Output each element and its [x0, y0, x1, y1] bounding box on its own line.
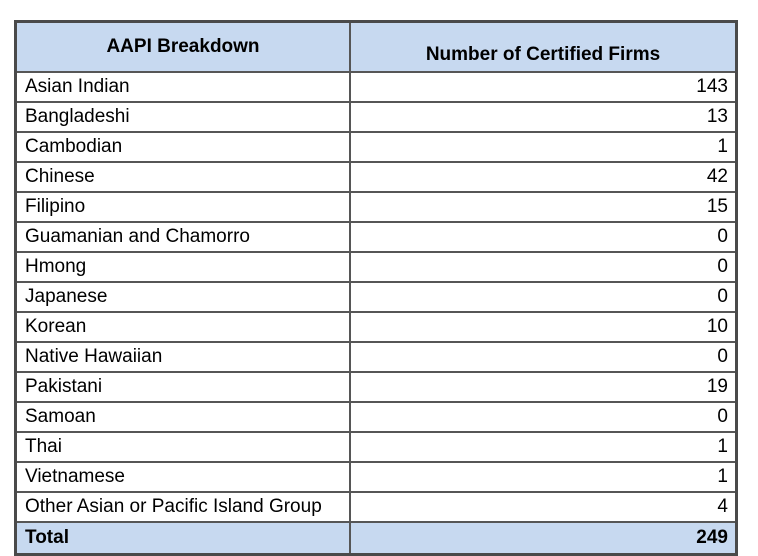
- certified-firms-count-cell: 13: [349, 101, 738, 133]
- total-row: Total 249: [14, 521, 738, 556]
- certified-firms-count-cell: 15: [349, 191, 738, 223]
- header-row: AAPI Breakdown Number of Certified Firms: [14, 20, 738, 73]
- table-row: Filipino 15: [14, 191, 738, 223]
- table-row: Native Hawaiian 0: [14, 341, 738, 373]
- certified-firms-count-cell: 0: [349, 251, 738, 283]
- certified-firms-count-cell: 42: [349, 161, 738, 193]
- table-row: Japanese 0: [14, 281, 738, 313]
- total-count: 249: [349, 521, 738, 556]
- group-name-cell: Asian Indian: [14, 71, 351, 103]
- table-row: Cambodian 1: [14, 131, 738, 163]
- certified-firms-count-cell: 0: [349, 281, 738, 313]
- table-row: Korean 10: [14, 311, 738, 343]
- table-header: AAPI Breakdown Number of Certified Firms: [14, 20, 738, 73]
- total-label: Total: [14, 521, 351, 556]
- certified-firms-count-cell: 10: [349, 311, 738, 343]
- table-body: Asian Indian 143 Bangladeshi 13 Cambodian 1 Ch…: [14, 71, 738, 523]
- certified-firms-count-cell: 19: [349, 371, 738, 403]
- group-name-cell: Hmong: [14, 251, 351, 283]
- group-name-cell: Cambodian: [14, 131, 351, 163]
- table-row: Guamanian and Chamorro 0: [14, 221, 738, 253]
- table-row: Chinese 42: [14, 161, 738, 193]
- group-name-cell: Chinese: [14, 161, 351, 193]
- group-name-cell: Japanese: [14, 281, 351, 313]
- group-name-cell: Bangladeshi: [14, 101, 351, 133]
- table-row: Hmong 0: [14, 251, 738, 283]
- document-page: AAPI Breakdown Number of Certified Firms…: [14, 20, 738, 556]
- certified-firms-count-cell: 1: [349, 431, 738, 463]
- table-footer: Total 249: [14, 521, 738, 556]
- table-row: Thai 1: [14, 431, 738, 463]
- group-name-cell: Vietnamese: [14, 461, 351, 493]
- group-name-cell: Guamanian and Chamorro: [14, 221, 351, 253]
- group-name-cell: Korean: [14, 311, 351, 343]
- certified-firms-count-cell: 1: [349, 461, 738, 493]
- certified-firms-count-cell: 0: [349, 221, 738, 253]
- certified-firms-count-cell: 143: [349, 71, 738, 103]
- group-name-cell: Pakistani: [14, 371, 351, 403]
- group-name-cell: Other Asian or Pacific Island Group: [14, 491, 351, 523]
- aapi-certified-firms-table: AAPI Breakdown Number of Certified Firms…: [14, 20, 738, 556]
- group-name-cell: Filipino: [14, 191, 351, 223]
- table-row: Bangladeshi 13: [14, 101, 738, 133]
- certified-firms-count-cell: 0: [349, 341, 738, 373]
- table-row: Pakistani 19: [14, 371, 738, 403]
- certified-firms-count-cell: 4: [349, 491, 738, 523]
- table-row: Samoan 0: [14, 401, 738, 433]
- group-name-cell: Thai: [14, 431, 351, 463]
- table-row: Other Asian or Pacific Island Group 4: [14, 491, 738, 523]
- column-header-aapi-breakdown: AAPI Breakdown: [14, 20, 351, 73]
- column-header-number-of-certified-firms: Number of Certified Firms: [349, 20, 738, 73]
- table-row: Vietnamese 1: [14, 461, 738, 493]
- group-name-cell: Samoan: [14, 401, 351, 433]
- certified-firms-count-cell: 1: [349, 131, 738, 163]
- table-row: Asian Indian 143: [14, 71, 738, 103]
- group-name-cell: Native Hawaiian: [14, 341, 351, 373]
- certified-firms-count-cell: 0: [349, 401, 738, 433]
